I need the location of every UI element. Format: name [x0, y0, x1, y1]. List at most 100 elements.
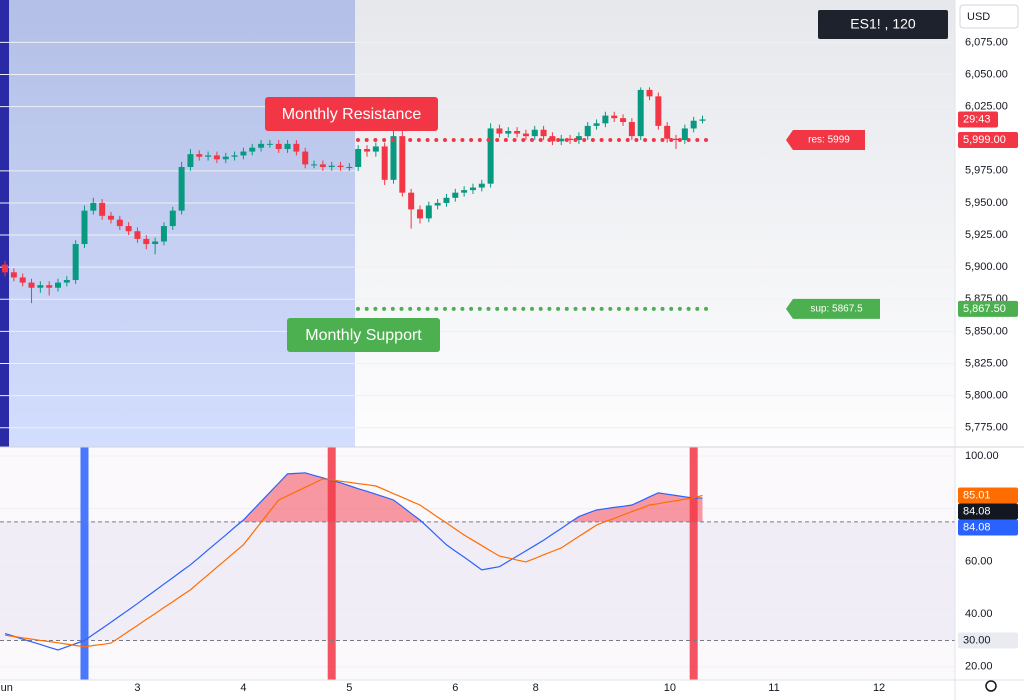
- candle-body: [531, 129, 538, 137]
- candle-body: [408, 192, 415, 210]
- candle-body: [160, 226, 167, 242]
- candle-body: [187, 154, 194, 167]
- candle-body: [19, 277, 26, 283]
- candle-body: [399, 136, 406, 193]
- candle-body: [364, 149, 371, 152]
- candle-body: [434, 202, 441, 206]
- candle-body: [355, 149, 362, 167]
- candle-body: [443, 197, 450, 203]
- candle-body: [487, 128, 494, 184]
- candle-body: [319, 164, 326, 167]
- candle-body: [90, 202, 97, 211]
- y-tick-label: 5,925.00: [965, 229, 1008, 241]
- candle-body: [205, 155, 212, 157]
- level-tag: res: 5999: [808, 135, 850, 146]
- currency-button[interactable]: [959, 4, 1019, 29]
- axis-tag-label: 84.08: [963, 521, 991, 533]
- candle-body: [116, 219, 123, 227]
- level-tag: sup: 5867.5: [810, 304, 863, 315]
- candle-body: [505, 131, 512, 134]
- x-tick-label: 4: [240, 682, 246, 694]
- y-tick-label: 5,900.00: [965, 261, 1008, 273]
- axis-tag-label: 5,999.00: [963, 134, 1006, 146]
- candle-body: [231, 155, 238, 157]
- y-tick-label: 6,025.00: [965, 101, 1008, 113]
- candle-body: [134, 231, 141, 239]
- candle-body: [540, 129, 547, 137]
- candle-body: [425, 205, 432, 219]
- y-tick-label: 6,075.00: [965, 36, 1008, 48]
- candle-body: [575, 136, 582, 141]
- level-callout-label: Monthly Resistance: [282, 106, 422, 123]
- candle-body: [302, 151, 309, 165]
- y-tick-label: 5,850.00: [965, 325, 1008, 337]
- candle-body: [249, 147, 256, 152]
- candle-body: [328, 165, 335, 167]
- candle-body: [293, 143, 300, 152]
- candle-body: [628, 122, 635, 137]
- candle-body: [611, 115, 618, 119]
- level-callout: [265, 97, 438, 131]
- candle-body: [99, 202, 106, 216]
- candle-body: [690, 120, 697, 129]
- symbol-box[interactable]: [818, 10, 948, 39]
- level-tag-box: [786, 130, 865, 151]
- candle-body: [381, 146, 388, 180]
- candle-body: [416, 209, 423, 219]
- candle-body: [28, 282, 35, 288]
- candle-body: [346, 166, 353, 168]
- candle-body: [522, 133, 529, 137]
- y-tick-label: 100.00: [965, 450, 999, 462]
- candle-body: [222, 156, 229, 160]
- oscillator-line: [4, 478, 703, 648]
- candle-body: [240, 151, 247, 156]
- y-tick-label: 5,975.00: [965, 165, 1008, 177]
- axis-tag: [958, 132, 1018, 149]
- candle-body: [390, 136, 397, 180]
- level-callout-label: Monthly Support: [305, 327, 422, 344]
- axis-tag-label: 84.08: [963, 505, 991, 517]
- axis-tag-label: 5,867.50: [963, 303, 1006, 315]
- neutral-band: [0, 521, 955, 641]
- candle-body: [584, 125, 591, 137]
- axis-tag: [958, 111, 998, 128]
- candle-body: [152, 241, 159, 245]
- candle-body: [664, 125, 671, 139]
- x-tick-label: 12: [873, 682, 885, 694]
- candle-body: [125, 226, 132, 232]
- currency-label: USD: [967, 11, 990, 23]
- axis-tag: [958, 487, 1018, 504]
- axis-tag-label: 85.01: [963, 489, 991, 501]
- y-tick-label: 5,800.00: [965, 390, 1008, 402]
- candle-body: [46, 285, 53, 288]
- session-marker: [0, 0, 9, 447]
- candle-body: [337, 165, 344, 167]
- overbought-fill: [241, 472, 703, 522]
- axis-tag: [958, 503, 1018, 520]
- candle-body: [81, 210, 88, 245]
- x-tick-label: 5: [346, 682, 352, 694]
- y-tick-label: 40.00: [965, 608, 993, 620]
- candle-body: [637, 89, 644, 137]
- candle-body: [258, 143, 265, 148]
- settings-icon[interactable]: [985, 680, 997, 692]
- candle-body: [620, 118, 627, 123]
- y-tick-label: 5,950.00: [965, 197, 1008, 209]
- y-tick-label: 20.00: [965, 661, 993, 673]
- axis-tag: [958, 300, 1018, 317]
- candle-body: [452, 192, 459, 198]
- oscillator-line: [4, 472, 703, 651]
- x-tick-label: 6: [452, 682, 458, 694]
- axis-tag-label: 29:43: [963, 113, 991, 125]
- candle-body: [567, 138, 574, 141]
- signal-bar: [80, 447, 89, 680]
- axis-tag-label: 30.00: [963, 634, 991, 646]
- candle-body: [478, 183, 485, 188]
- candle-body: [593, 123, 600, 126]
- signal-bar: [327, 447, 336, 680]
- x-tick-label: un: [1, 682, 13, 694]
- y-tick-label: 5,825.00: [965, 357, 1008, 369]
- level-callout: [287, 318, 440, 352]
- candle-body: [646, 89, 653, 97]
